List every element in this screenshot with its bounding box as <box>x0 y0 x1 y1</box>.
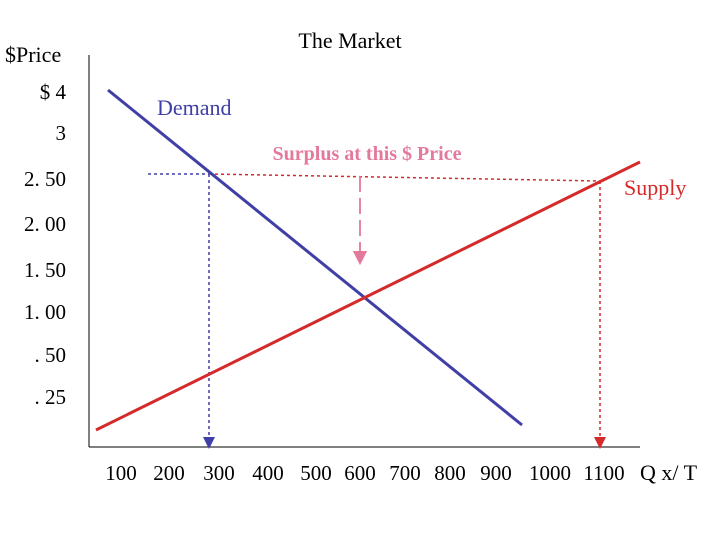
supply-curve <box>95 160 641 432</box>
y-tick-label: . 50 <box>35 343 67 367</box>
x-axis-label: Q x/ T <box>640 460 698 485</box>
x-tick-label: 1100 <box>583 461 624 485</box>
x-tick-label: 700 <box>389 461 421 485</box>
x-tick-label: 300 <box>203 461 235 485</box>
demand-curve <box>107 88 523 427</box>
y-tick-labels: $ 4 3 2. 50 2. 00 1. 50 1. 00 . 50 . 25 <box>24 80 67 409</box>
price-guide-to-supply <box>208 173 601 182</box>
y-tick-label: 3 <box>56 121 67 145</box>
y-tick-label: 1. 00 <box>24 300 66 324</box>
x-tick-label: 600 <box>344 461 376 485</box>
y-tick-label: 1. 50 <box>24 258 66 282</box>
y-tick-label: 2. 00 <box>24 212 66 236</box>
x-tick-label: 200 <box>153 461 185 485</box>
demand-label: Demand <box>157 95 232 120</box>
x-tick-label: 500 <box>300 461 332 485</box>
chart-title: The Market <box>298 28 401 53</box>
x-tick-label: 100 <box>105 461 137 485</box>
y-tick-label: $ 4 <box>40 80 67 104</box>
supply-label: Supply <box>624 175 686 200</box>
x-tick-label: 1000 <box>529 461 571 485</box>
y-axis-label: $Price <box>5 42 61 67</box>
y-tick-label: . 25 <box>35 385 67 409</box>
x-tick-label: 800 <box>434 461 466 485</box>
x-tick-labels: 100 200 300 400 500 600 700 800 900 1000 1100 <box>105 461 624 485</box>
x-tick-label: 900 <box>480 461 512 485</box>
surplus-label: Surplus at this $ Price <box>273 143 462 165</box>
x-tick-label: 400 <box>252 461 284 485</box>
y-tick-label: 2. 50 <box>24 167 66 191</box>
